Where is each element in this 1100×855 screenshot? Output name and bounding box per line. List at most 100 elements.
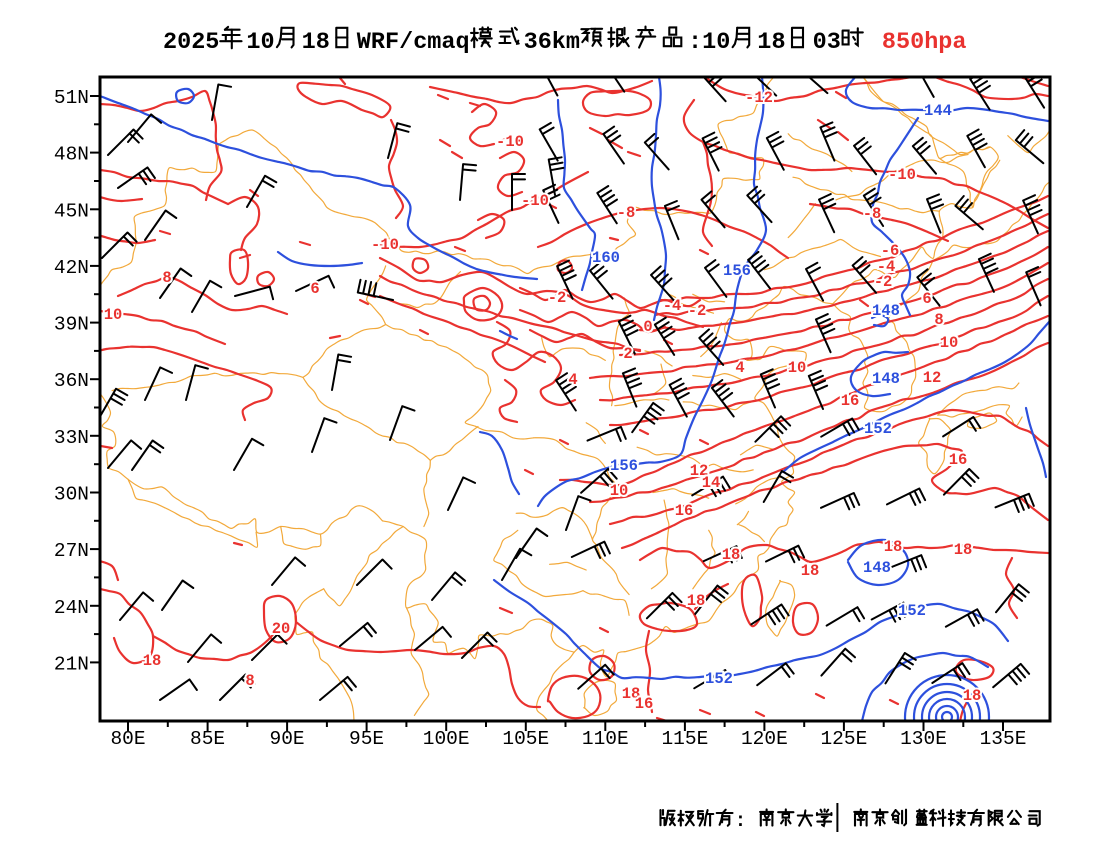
svg-text:8: 8: [772, 29, 786, 56]
svg-text:2: 2: [623, 345, 632, 363]
svg-text:/: /: [399, 29, 413, 56]
svg-text:10: 10: [788, 359, 807, 377]
svg-text:33N: 33N: [54, 427, 89, 449]
svg-text:q: q: [456, 29, 470, 56]
svg-text:10: 10: [610, 482, 629, 500]
svg-text:152: 152: [864, 420, 892, 438]
svg-text:W: W: [357, 29, 372, 56]
svg-text:m: m: [566, 29, 580, 56]
svg-text:F: F: [385, 29, 399, 56]
svg-text:-10: -10: [371, 236, 399, 254]
svg-text:42N: 42N: [54, 257, 89, 279]
svg-text:2: 2: [191, 29, 205, 56]
svg-text:45N: 45N: [54, 200, 89, 222]
svg-text:0: 0: [261, 29, 275, 56]
svg-text:10: 10: [940, 334, 959, 352]
svg-text:-10: -10: [496, 133, 524, 151]
svg-text:-4: -4: [877, 258, 896, 276]
svg-text:c: c: [413, 29, 427, 56]
svg-text:18: 18: [954, 541, 973, 559]
svg-text:3: 3: [524, 29, 538, 56]
svg-text:30N: 30N: [54, 484, 89, 506]
svg-text:-2: -2: [688, 302, 707, 320]
svg-text:8: 8: [882, 29, 896, 56]
svg-text:0: 0: [910, 29, 924, 56]
svg-text:R: R: [371, 29, 386, 56]
svg-text:39N: 39N: [54, 314, 89, 336]
svg-text:100E: 100E: [423, 728, 470, 750]
svg-text::: :: [735, 810, 746, 832]
svg-text:12: 12: [923, 369, 942, 387]
svg-text:4: 4: [735, 359, 744, 377]
svg-text:36N: 36N: [54, 370, 89, 392]
svg-text:16: 16: [675, 502, 694, 520]
svg-text:14: 14: [702, 474, 721, 492]
svg-text:148: 148: [872, 302, 900, 320]
svg-text:5: 5: [205, 29, 219, 56]
svg-text:1: 1: [302, 29, 316, 56]
svg-text:148: 148: [863, 559, 891, 577]
svg-text:6: 6: [538, 29, 552, 56]
svg-text:-6: -6: [881, 242, 900, 260]
svg-text:144: 144: [924, 102, 952, 120]
svg-text:0: 0: [177, 29, 191, 56]
svg-text:152: 152: [705, 670, 733, 688]
svg-text:90E: 90E: [270, 728, 305, 750]
svg-text:-10: -10: [521, 192, 549, 210]
svg-text:125E: 125E: [820, 728, 867, 750]
svg-text:105E: 105E: [502, 728, 549, 750]
svg-text:k: k: [552, 29, 566, 56]
svg-text:-12: -12: [745, 89, 773, 107]
svg-text:135E: 135E: [980, 728, 1027, 750]
svg-text:p: p: [938, 29, 952, 56]
svg-text:80E: 80E: [110, 728, 145, 750]
svg-text:18: 18: [884, 538, 903, 556]
svg-text:0: 0: [813, 29, 827, 56]
svg-text:0: 0: [643, 318, 652, 336]
svg-text:8: 8: [162, 269, 171, 287]
svg-text:2: 2: [163, 29, 177, 56]
svg-text:20: 20: [272, 620, 291, 638]
svg-text:16: 16: [841, 392, 860, 410]
svg-text:18: 18: [963, 687, 982, 705]
svg-text:148: 148: [872, 370, 900, 388]
svg-text:8: 8: [316, 29, 330, 56]
svg-text:156: 156: [723, 262, 751, 280]
svg-text:18: 18: [801, 562, 820, 580]
svg-text:27N: 27N: [54, 540, 89, 562]
svg-text:18: 18: [143, 652, 162, 670]
svg-text:95E: 95E: [349, 728, 384, 750]
svg-text:1: 1: [702, 29, 716, 56]
svg-text:18: 18: [687, 592, 706, 610]
svg-text:120E: 120E: [741, 728, 788, 750]
svg-text:-10: -10: [888, 166, 916, 184]
svg-text:6: 6: [922, 290, 931, 308]
svg-text:21N: 21N: [54, 653, 89, 675]
svg-text:1: 1: [246, 29, 260, 56]
svg-text:130E: 130E: [900, 728, 947, 750]
svg-text:5: 5: [896, 29, 910, 56]
svg-text:16: 16: [635, 695, 654, 713]
svg-text:-4: -4: [663, 297, 682, 315]
svg-text:152: 152: [898, 602, 926, 620]
svg-text:-2: -2: [548, 289, 567, 307]
svg-text:18: 18: [622, 685, 641, 703]
svg-text:8: 8: [934, 311, 943, 329]
svg-text:16: 16: [949, 451, 968, 469]
svg-text:51N: 51N: [54, 87, 89, 109]
svg-text:24N: 24N: [54, 597, 89, 619]
svg-text:h: h: [924, 29, 938, 56]
svg-text::: :: [688, 29, 702, 56]
svg-text:110E: 110E: [582, 728, 629, 750]
svg-text:18: 18: [722, 546, 741, 564]
svg-text:4: 4: [568, 371, 577, 389]
svg-text:a: a: [952, 29, 966, 56]
svg-text:0: 0: [716, 29, 730, 56]
svg-text:85E: 85E: [190, 728, 225, 750]
svg-text:1: 1: [757, 29, 771, 56]
svg-text:12: 12: [690, 462, 709, 480]
svg-text:m: m: [427, 29, 441, 56]
svg-text:115E: 115E: [661, 728, 708, 750]
svg-text:48N: 48N: [54, 144, 89, 166]
svg-text:6: 6: [310, 280, 319, 298]
